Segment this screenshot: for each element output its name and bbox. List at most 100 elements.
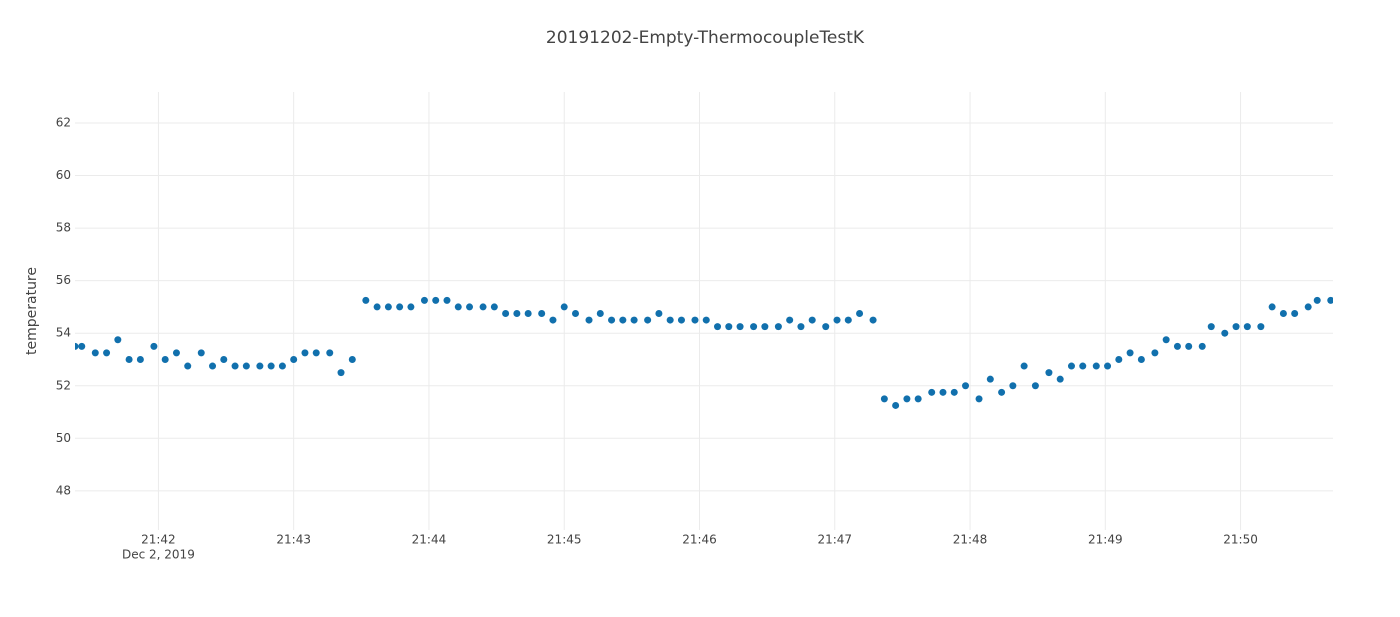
data-point — [986, 375, 994, 383]
data-point — [513, 309, 521, 317]
data-point — [608, 316, 616, 324]
data-point — [75, 342, 79, 350]
grid — [75, 92, 1333, 530]
data-point — [432, 296, 440, 304]
data-point — [348, 355, 356, 363]
data-point — [78, 342, 86, 350]
data-point — [596, 309, 604, 317]
data-point — [290, 355, 298, 363]
data-point — [125, 355, 133, 363]
data-point — [691, 316, 699, 324]
data-point — [1207, 323, 1215, 331]
data-point — [396, 303, 404, 311]
data-point — [184, 362, 192, 370]
data-point — [1243, 323, 1251, 331]
data-point — [962, 382, 970, 390]
y-tick-label: 54 — [56, 326, 71, 340]
data-point — [407, 303, 415, 311]
y-tick-label: 50 — [56, 431, 71, 445]
data-point — [91, 349, 99, 357]
data-point — [524, 309, 532, 317]
x-tick-label: 21:49 — [1088, 533, 1123, 547]
data-point — [844, 316, 852, 324]
data-point — [1327, 296, 1333, 304]
data-point — [1079, 362, 1087, 370]
data-point — [172, 349, 180, 357]
y-tick-label: 48 — [56, 483, 71, 497]
data-point — [502, 309, 510, 317]
data-point — [1279, 309, 1287, 317]
data-point — [856, 309, 864, 317]
plot-area — [75, 296, 1333, 409]
data-point — [630, 316, 638, 324]
data-point — [560, 303, 568, 311]
data-point — [950, 388, 958, 396]
data-point — [1045, 369, 1053, 377]
data-point — [1137, 355, 1145, 363]
data-point — [1173, 342, 1181, 350]
data-point — [549, 316, 557, 324]
data-point — [267, 362, 275, 370]
data-point — [256, 362, 264, 370]
data-point — [1185, 342, 1193, 350]
data-point — [702, 316, 710, 324]
data-point — [869, 316, 877, 324]
y-tick-label: 58 — [56, 221, 71, 235]
data-point — [655, 309, 663, 317]
data-point — [714, 323, 722, 331]
data-point — [914, 395, 922, 403]
data-point — [1126, 349, 1134, 357]
data-point — [939, 388, 947, 396]
x-tick-label: 21:48 — [953, 533, 988, 547]
data-point — [384, 303, 392, 311]
data-point — [1257, 323, 1265, 331]
data-point — [1115, 355, 1123, 363]
x-tick-label: 21:50 — [1223, 533, 1258, 547]
chart-title: 20191202-Empty-ThermocoupleTestK — [546, 28, 865, 48]
data-point — [725, 323, 733, 331]
data-point — [1162, 336, 1170, 344]
data-point — [454, 303, 462, 311]
data-point — [928, 388, 936, 396]
data-point — [571, 309, 579, 317]
data-point — [975, 395, 983, 403]
data-point — [136, 355, 144, 363]
data-point — [209, 362, 217, 370]
data-point — [880, 395, 888, 403]
data-point — [750, 323, 758, 331]
data-point — [443, 296, 451, 304]
data-point — [420, 296, 428, 304]
x-tick-label: 21:46 — [682, 533, 717, 547]
data-point — [903, 395, 911, 403]
y-tick-label: 52 — [56, 378, 71, 392]
y-tick-label: 62 — [56, 116, 71, 130]
y-tick-label: 56 — [56, 273, 71, 287]
data-point — [1232, 323, 1240, 331]
x-date-label: Dec 2, 2019 — [122, 548, 195, 562]
data-point — [998, 388, 1006, 396]
data-point — [197, 349, 205, 357]
data-point — [833, 316, 841, 324]
data-point — [538, 309, 546, 317]
data-point — [644, 316, 652, 324]
data-point — [1031, 382, 1039, 390]
data-point — [1104, 362, 1112, 370]
data-point — [312, 349, 320, 357]
x-tick-label: 21:43 — [276, 533, 311, 547]
data-point — [373, 303, 381, 311]
data-point — [1056, 375, 1064, 383]
data-point — [161, 355, 169, 363]
data-point — [761, 323, 769, 331]
data-point — [150, 342, 158, 350]
y-axis-label: temperature — [24, 267, 40, 355]
data-point — [1092, 362, 1100, 370]
data-point — [736, 323, 744, 331]
data-point — [326, 349, 334, 357]
data-point — [1067, 362, 1075, 370]
data-point — [1291, 309, 1299, 317]
x-tick-label: 21:44 — [412, 533, 447, 547]
y-tick-label: 60 — [56, 168, 71, 182]
data-point — [1198, 342, 1206, 350]
data-point — [585, 316, 593, 324]
